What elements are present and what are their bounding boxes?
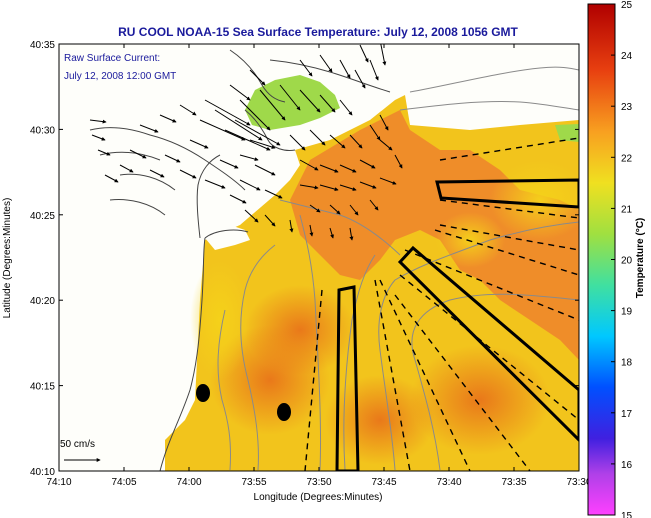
colorbar-tick-label: 22 [621,153,633,164]
beam-box-south [335,285,360,471]
x-tick-label: 73:30 [566,477,591,488]
colorbar-label: Temperature (°C) [635,218,646,299]
radial-dashed-lines [304,137,579,471]
sst-warm-patch [410,345,550,455]
x-tick-label: 73:45 [371,477,396,488]
y-tick-label: 40:30 [30,125,55,136]
coastline [89,49,391,471]
sst-warm-patch [325,375,435,465]
x-axis: 74:10 74:05 74:00 73:55 73:50 73:45 73:40 73:35… [46,44,592,488]
colorbar-tick-label: 19 [621,307,633,318]
radar-site-marker [277,403,291,421]
colorbar-tick-label: 23 [621,102,633,113]
x-tick-label: 74:05 [111,477,136,488]
sst-cool-patch [190,260,250,380]
radar-beam-boxes [335,178,579,471]
sst-cool-patch [435,212,505,268]
y-axis-label: Latitude (Degrees:Minutes) [2,198,13,319]
x-tick-label: 74:10 [46,477,71,488]
beam-box-east [435,178,579,209]
surface-current-vectors [89,44,403,241]
y-tick-label: 40:20 [30,296,55,307]
colorbar-tick-label: 15 [621,511,633,518]
plot-area: Raw Surface Current: July 12, 2008 12:00… [59,44,579,471]
y-axis: 40:10 40:15 40:20 40:25 40:30 40:35 [30,40,579,478]
radar-site-marker [196,384,210,402]
y-tick-label: 40:25 [30,211,55,222]
scale-label: 50 cm/s [60,439,95,450]
bathymetry-contours [217,66,579,471]
sst-warm-patch [245,285,355,375]
current-annotation-line1: Raw Surface Current: [64,53,160,64]
colorbar-ticks: 15 16 17 18 19 20 21 22 23 24 25 [611,0,633,518]
current-annotation-line2: July 12, 2008 12:00 GMT [64,71,176,82]
sst-warm-core [290,110,579,360]
y-tick-label: 40:35 [30,40,55,51]
sst-green-patch [245,75,340,130]
x-tick-label: 74:00 [176,477,201,488]
colorbar [587,3,616,516]
colorbar-tick-label: 25 [621,0,633,11]
x-tick-label: 73:35 [501,477,526,488]
colorbar-tick-label: 20 [621,256,633,267]
colorbar-tick-label: 16 [621,460,633,471]
x-axis-label: Longitude (Degrees:Minutes) [254,492,383,503]
x-tick-label: 73:40 [436,477,461,488]
colorbar-tick-label: 24 [621,51,633,62]
y-tick-label: 40:10 [30,467,55,478]
bay-land [205,225,250,250]
beam-box-southeast [397,245,579,443]
map-title: RU COOL NOAA-15 Sea Surface Temperature:… [118,25,518,39]
sst-green-patch [555,124,579,142]
y-tick-label: 40:15 [30,382,55,393]
colorbar-tick-label: 17 [621,409,633,420]
colorbar-tick-label: 21 [621,204,633,215]
colorbar-tick-label: 18 [621,358,633,369]
x-tick-label: 73:55 [241,477,266,488]
x-tick-label: 73:50 [306,477,331,488]
